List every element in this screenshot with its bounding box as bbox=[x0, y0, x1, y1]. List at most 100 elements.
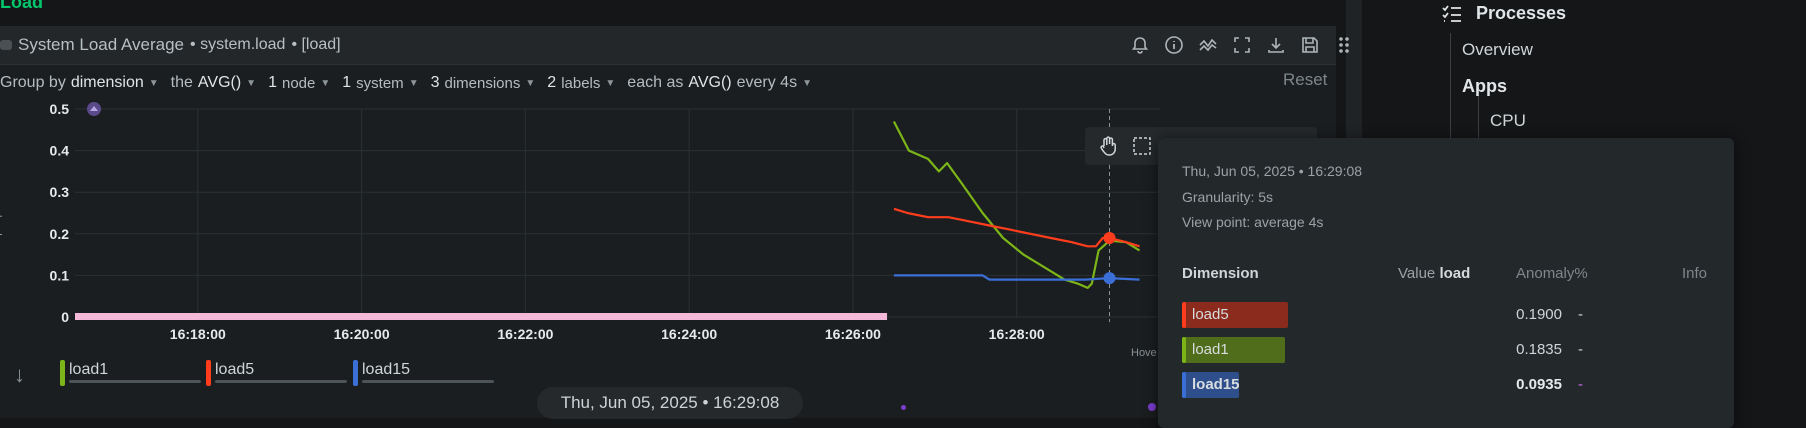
nodes-filter[interactable]: 1 node ▼ bbox=[268, 74, 331, 92]
dimension-anomaly: - bbox=[1578, 376, 1583, 393]
tooltip-view-point: View point: average 4s bbox=[1182, 214, 1324, 230]
tooltip-row-load5: load5 0.1900- bbox=[1182, 302, 1707, 330]
x-tick-label: 16:18:00 bbox=[170, 326, 226, 342]
dimension-chip: load5 bbox=[1182, 302, 1288, 328]
chart-title: System Load Average • system.load • [loa… bbox=[0, 35, 341, 55]
hover-point-load5 bbox=[1103, 231, 1116, 244]
chart-filters: Group by dimension ▼ the AVG() ▼ 1 node … bbox=[0, 69, 824, 97]
no-data-band bbox=[75, 313, 888, 320]
pan-hand-icon[interactable] bbox=[1097, 135, 1119, 162]
x-tick-label: 16:26:00 bbox=[825, 326, 881, 342]
save-icon[interactable] bbox=[1297, 32, 1323, 58]
dimension-value: 0.1835 bbox=[1516, 341, 1562, 358]
anomaly-icon[interactable] bbox=[1195, 32, 1221, 58]
x-axis-ticks: 16:18:00 16:20:00 16:22:00 16:24:00 16:26:00… bbox=[170, 326, 1045, 342]
x-tick-label: 16:22:00 bbox=[497, 326, 553, 342]
no-data-bar bbox=[75, 313, 888, 320]
series-line-load1 bbox=[892, 120, 1141, 289]
netdata-logo-icon bbox=[87, 102, 101, 116]
hover-label: Hove bbox=[1131, 347, 1157, 359]
tooltip-col-info: Info bbox=[1682, 265, 1708, 282]
systems-filter[interactable]: 1 system ▼ bbox=[342, 74, 419, 92]
legend-label: load1 bbox=[69, 361, 109, 378]
sidebar-item-overview[interactable]: Overview bbox=[1462, 40, 1533, 59]
chart-toolbar bbox=[1127, 32, 1357, 58]
sidebar-item-processes[interactable]: Processes bbox=[1476, 3, 1567, 23]
download-icon[interactable] bbox=[1263, 32, 1289, 58]
arrow-down-icon[interactable]: ↓ bbox=[14, 362, 25, 387]
y-tick-label: 0 bbox=[61, 309, 69, 325]
group-by-filter[interactable]: Group by dimension ▼ bbox=[0, 74, 159, 91]
tooltip-col-anomaly: Anomaly% bbox=[1516, 265, 1588, 282]
sidebar-item-apps[interactable]: Apps bbox=[1462, 76, 1507, 96]
legend-label: load15 bbox=[362, 361, 411, 378]
dimension-name: load1 bbox=[1192, 341, 1229, 358]
chevron-down-icon: ▼ bbox=[408, 77, 419, 89]
dimension-chip: load15 bbox=[1182, 372, 1240, 398]
chart-title-text: System Load Average bbox=[18, 35, 185, 54]
chart-grid bbox=[75, 108, 1160, 318]
chevron-down-icon: ▼ bbox=[148, 77, 159, 89]
chevron-down-icon: ▼ bbox=[320, 77, 331, 89]
labels-filter[interactable]: 2 labels ▼ bbox=[547, 74, 616, 92]
x-tick-label: 16:20:00 bbox=[334, 326, 390, 342]
reset-button[interactable]: Reset bbox=[1283, 70, 1328, 89]
dimension-anomaly: - bbox=[1578, 341, 1583, 358]
tooltip-row-load15: load15 0.0935- bbox=[1182, 372, 1707, 400]
legend-value-bar bbox=[362, 380, 494, 383]
hover-point-load15 bbox=[1103, 272, 1116, 285]
tooltip-col-value: Value load bbox=[1398, 265, 1471, 282]
nav-tree-line bbox=[1450, 33, 1451, 153]
tooltip-row-load1: load1 0.1835- bbox=[1182, 337, 1707, 365]
dimension-color bbox=[1182, 372, 1186, 398]
info-icon[interactable] bbox=[1161, 32, 1187, 58]
tooltip-col-dimension: Dimension bbox=[1182, 265, 1259, 282]
timestamp-pill: Thu, Jun 05, 2025 • 16:29:08 bbox=[537, 387, 803, 419]
list-check-icon bbox=[1441, 3, 1463, 30]
sidebar-item-cpu[interactable]: CPU bbox=[1490, 111, 1526, 130]
y-tick-label: 0.5 bbox=[50, 101, 70, 117]
chart-card bbox=[0, 26, 1336, 418]
chevron-down-icon: ▼ bbox=[246, 77, 257, 89]
dimension-color bbox=[1182, 337, 1186, 363]
y-tick-label: 0.2 bbox=[50, 226, 70, 242]
chart-type-icon bbox=[0, 40, 12, 50]
aggregation-filter[interactable]: the AVG() ▼ bbox=[170, 74, 257, 91]
legend-label: load5 bbox=[215, 361, 255, 378]
x-tick-label: 16:28:00 bbox=[989, 326, 1045, 342]
chart-context: • system.load bbox=[190, 36, 286, 53]
select-area-icon[interactable] bbox=[1131, 135, 1153, 162]
y-axis-label: load bbox=[0, 215, 3, 236]
y-tick-label: 0.1 bbox=[50, 267, 70, 283]
dimension-value: 0.1900 bbox=[1516, 306, 1562, 323]
time-aggregation-filter[interactable]: each as AVG() every 4s ▼ bbox=[627, 74, 812, 91]
bell-icon[interactable] bbox=[1127, 32, 1153, 58]
y-tick-label: 0.4 bbox=[50, 143, 70, 159]
load-chart[interactable]: 0.5 0.4 0.3 0.2 0.1 0 16:18:00 16:20:00 16:22:0… bbox=[0, 100, 1340, 345]
dimension-name: load15 bbox=[1192, 376, 1240, 393]
drag-handle-icon[interactable] bbox=[1331, 32, 1357, 58]
legend-swatch bbox=[60, 360, 65, 386]
dimension-name: load5 bbox=[1192, 306, 1229, 323]
y-axis-ticks: 0.5 0.4 0.3 0.2 0.1 0 bbox=[50, 101, 70, 325]
chevron-down-icon: ▼ bbox=[525, 77, 536, 89]
section-title: Load bbox=[0, 0, 43, 12]
dimension-color bbox=[1182, 302, 1186, 328]
tooltip-granularity: Granularity: 5s bbox=[1182, 189, 1274, 205]
fullscreen-icon[interactable] bbox=[1229, 32, 1255, 58]
dimension-chip: load1 bbox=[1182, 337, 1285, 363]
chart-type: • [load] bbox=[291, 36, 341, 53]
legend-value-bar bbox=[69, 380, 201, 383]
dimensions-filter[interactable]: 3 dimensions ▼ bbox=[430, 74, 536, 92]
nav-tree-line bbox=[1478, 96, 1479, 156]
legend-swatch bbox=[353, 360, 358, 386]
timeline-marker-active bbox=[1148, 403, 1156, 411]
dimension-anomaly: - bbox=[1578, 306, 1583, 323]
chevron-down-icon: ▼ bbox=[605, 77, 616, 89]
chevron-up-icon[interactable]: ⌃ bbox=[1312, 0, 1324, 7]
legend-swatch bbox=[206, 360, 211, 386]
dimension-value: 0.0935 bbox=[1516, 376, 1562, 393]
chart-header bbox=[0, 26, 1336, 65]
legend-value-bar bbox=[215, 380, 347, 383]
y-tick-label: 0.3 bbox=[50, 184, 70, 200]
